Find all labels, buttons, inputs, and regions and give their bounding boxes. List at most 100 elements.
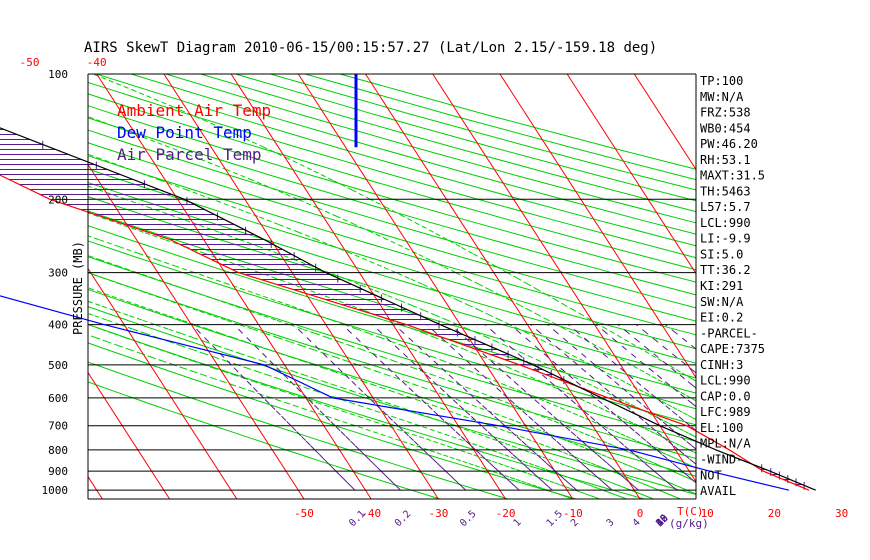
dry-adiabat-line — [477, 431, 499, 439]
moist-adiabat-line — [167, 314, 182, 321]
moist-adiabat-line — [603, 349, 612, 355]
mixing-ratio-line — [399, 349, 408, 358]
moist-adiabat-line — [663, 466, 669, 470]
mixing-ratio-line — [685, 440, 692, 446]
moist-adiabat-line — [112, 332, 126, 339]
moist-adiabat-line — [630, 437, 637, 442]
moist-adiabat-line — [412, 328, 425, 334]
mixing-ratio-line — [318, 453, 324, 460]
moist-adiabat-line — [518, 371, 528, 376]
index-entry: EL:100 — [700, 421, 743, 435]
dry-adiabat-line — [663, 485, 681, 491]
mixing-ratio-line — [242, 333, 252, 343]
mixing-ratio-line — [250, 341, 260, 351]
moist-adiabat-line — [453, 364, 464, 369]
moist-adiabat-line — [240, 353, 253, 358]
moist-adiabat-line — [427, 449, 436, 453]
moist-adiabat-line — [434, 337, 446, 343]
mixing-ratio-line — [541, 458, 547, 464]
moist-adiabat-line — [552, 420, 559, 424]
moist-adiabat-line — [568, 353, 577, 358]
dry-adiabat-line — [134, 256, 183, 274]
dry-adiabat-line — [596, 485, 614, 491]
dry-adiabat-line — [455, 443, 476, 451]
dry-adiabat-line — [101, 146, 189, 176]
moist-adiabat-line — [118, 345, 131, 351]
dry-adiabat-line — [373, 113, 493, 148]
moist-adiabat-line — [87, 334, 96, 339]
dry-adiabat-line — [426, 364, 457, 375]
mixing-ratio-line — [415, 364, 424, 373]
moist-adiabat-line — [570, 374, 579, 380]
moist-adiabat-line — [274, 388, 285, 393]
moist-adiabat-line — [160, 349, 172, 355]
moist-adiabat-line — [606, 442, 613, 446]
dry-adiabat-line — [335, 146, 434, 176]
mixing-ratio-line — [660, 420, 668, 427]
dry-adiabat-line — [293, 411, 315, 420]
dry-adiabat-line — [87, 182, 139, 200]
moist-adiabat-line — [125, 198, 152, 209]
moist-adiabat-line — [277, 337, 291, 343]
dry-adiabat-line — [243, 324, 278, 336]
moist-adiabat-line — [157, 259, 177, 267]
dry-adiabat-line — [95, 364, 122, 375]
bottom-temp-tick-label: -50 — [294, 507, 314, 520]
mixing-ratio-line — [273, 364, 282, 373]
dry-adiabat-line — [165, 73, 300, 115]
mixing-ratio-line — [568, 397, 576, 405]
moist-adiabat-line — [87, 153, 102, 160]
mixing-ratio-line — [237, 371, 246, 380]
moist-adiabat-line — [434, 391, 444, 396]
dry-adiabat-line — [340, 389, 366, 399]
dry-adiabat-line — [492, 146, 597, 176]
moist-adiabat-line — [524, 437, 532, 442]
mixing-ratio-line — [515, 435, 522, 441]
dry-adiabat-line — [512, 312, 554, 326]
mixing-ratio-line — [478, 349, 488, 358]
moist-adiabat-line — [523, 353, 533, 358]
mixing-ratio-line — [649, 425, 657, 432]
moist-adiabat-line — [666, 453, 672, 457]
dry-adiabat-line — [453, 146, 556, 176]
mixing-ratio-line — [676, 466, 683, 472]
moist-adiabat-line — [362, 349, 374, 355]
dry-adiabat-line — [626, 239, 693, 258]
moist-adiabat-line — [497, 341, 507, 347]
moist-adiabat-line — [288, 158, 312, 171]
mixing-ratio-line — [250, 385, 258, 393]
index-entry: AVAIL — [700, 484, 736, 498]
mixing-ratio-line — [457, 482, 463, 487]
dry-adiabat-line — [417, 345, 451, 357]
moist-adiabat-line — [354, 224, 372, 233]
moist-adiabat-line — [447, 456, 455, 460]
moist-adiabat-line — [355, 378, 366, 383]
moist-adiabat-line — [399, 299, 413, 306]
dry-adiabat-line — [382, 335, 418, 347]
dry-adiabat-line — [153, 404, 175, 413]
mixing-ratio-line — [334, 364, 343, 373]
moist-adiabat-line — [335, 384, 345, 390]
mixing-ratio-line — [675, 371, 685, 380]
moist-adiabat-line — [207, 328, 221, 334]
moist-adiabat-line — [297, 198, 319, 209]
moist-adiabat-line — [572, 332, 582, 339]
mixing-ratio-line — [359, 449, 365, 455]
mixing-ratio-line — [351, 333, 361, 343]
mixing-ratio-line — [349, 440, 356, 446]
dry-adiabat-line — [212, 404, 235, 413]
dry-adiabat-line — [223, 198, 293, 222]
mixing-ratio-line — [548, 357, 558, 366]
moist-adiabat-line — [469, 305, 481, 311]
mixing-ratio-line — [526, 414, 534, 421]
mixing-ratio-line — [532, 420, 540, 427]
moist-adiabat-line — [627, 464, 633, 468]
moist-adiabat-line — [445, 341, 456, 347]
moist-adiabat-line — [526, 374, 535, 380]
mixing-ratio-line — [632, 378, 642, 386]
moist-adiabat-line — [547, 458, 554, 462]
moist-adiabat-line — [621, 462, 628, 466]
pressure-tick-label: 700 — [48, 420, 68, 433]
moist-adiabat-line — [646, 444, 652, 449]
mixing-ratio-line — [495, 364, 504, 373]
